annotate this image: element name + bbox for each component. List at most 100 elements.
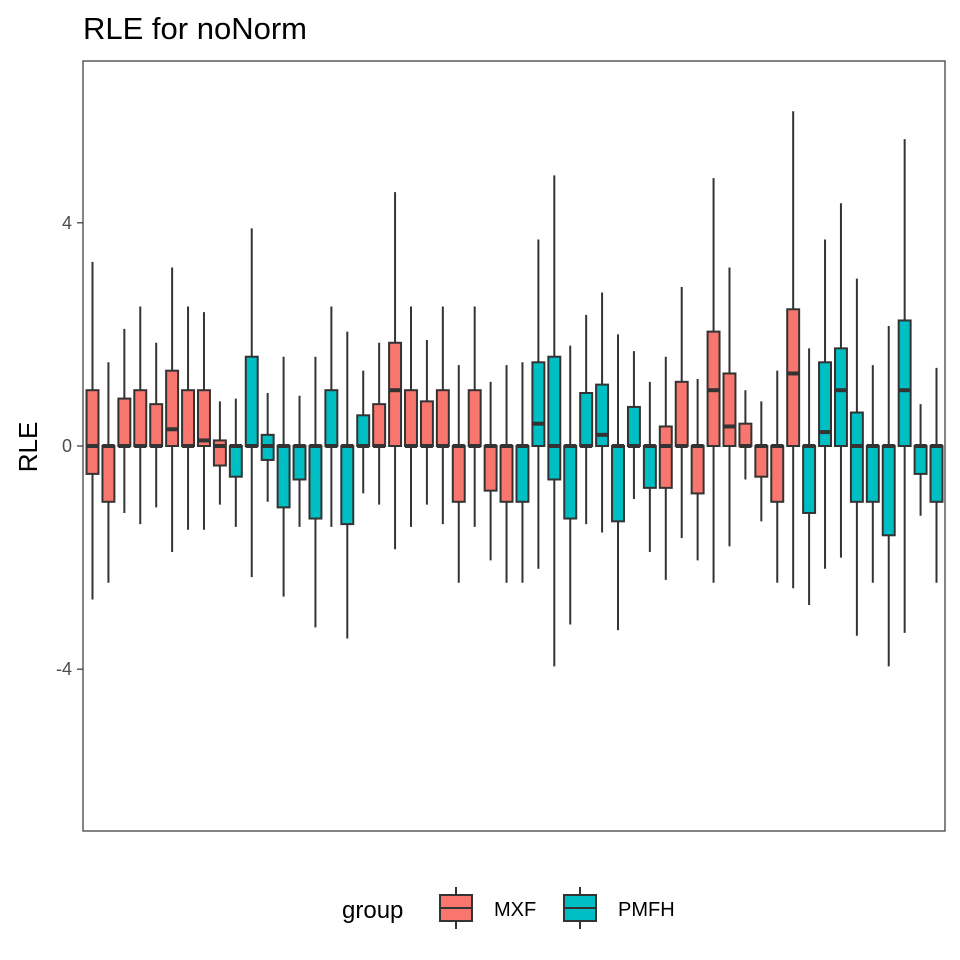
box-36-pmfh — [642, 381, 657, 553]
box-iqr — [165, 369, 180, 448]
legend-label: MXF — [494, 899, 536, 921]
box-45-mxf — [786, 111, 801, 589]
box-iqr — [929, 445, 944, 503]
box-21-mxf — [404, 306, 418, 527]
box-46-pmfh — [802, 348, 817, 606]
box-iqr — [515, 445, 530, 503]
box-19-mxf — [372, 342, 387, 505]
box-iqr — [913, 445, 928, 475]
box-iqr — [212, 439, 227, 467]
box-47-pmfh — [818, 239, 832, 569]
box-38-mxf — [674, 286, 689, 539]
box-iqr — [419, 400, 434, 447]
box-23-mxf — [435, 306, 450, 525]
box-13-pmfh — [276, 356, 291, 597]
box-20-mxf — [388, 192, 403, 550]
box-iqr — [897, 319, 912, 447]
box-51-pmfh — [881, 326, 896, 667]
legend-item-mxf: MXF — [439, 887, 536, 929]
box-iqr — [531, 361, 546, 448]
box-50-pmfh — [865, 365, 880, 583]
box-31-pmfh — [563, 345, 578, 625]
box-iqr — [642, 445, 657, 489]
box-14-pmfh — [292, 395, 307, 527]
legend-title: group — [342, 897, 403, 924]
box-42-mxf — [738, 390, 753, 480]
box-iqr — [563, 445, 578, 520]
box-iqr — [802, 445, 817, 514]
box-iqr — [483, 445, 498, 492]
box-17-pmfh — [340, 331, 355, 639]
box-iqr — [738, 422, 753, 447]
box-iqr — [658, 425, 673, 489]
box-iqr — [754, 445, 769, 478]
box-25-mxf — [467, 306, 482, 527]
box-iqr — [674, 380, 689, 448]
chart-title: RLE for noNorm — [83, 11, 307, 46]
box-iqr — [547, 355, 562, 481]
box-49-pmfh — [849, 278, 864, 636]
box-53-pmfh — [913, 404, 928, 516]
box-29-pmfh — [531, 239, 546, 569]
box-iqr — [786, 308, 801, 447]
box-8-mxf — [197, 312, 211, 530]
box-35-pmfh — [626, 351, 641, 500]
box-iqr — [228, 445, 243, 478]
box-15-pmfh — [308, 356, 323, 628]
y-axis-ticks: 4 0 -4 — [56, 213, 83, 679]
y-tick-label: -4 — [56, 659, 72, 679]
box-iqr — [117, 397, 132, 447]
box-iqr — [85, 389, 100, 475]
box-40-mxf — [706, 178, 721, 583]
box-iqr — [149, 403, 164, 447]
box-iqr — [467, 389, 482, 448]
box-3-mxf — [117, 328, 132, 513]
legend: group MXF PMFH — [342, 887, 675, 929]
y-tick-label: 0 — [62, 436, 72, 456]
box-12-pmfh — [260, 392, 275, 502]
legend-item-pmfh: PMFH — [563, 887, 675, 929]
box-iqr — [881, 445, 896, 537]
box-22-mxf — [419, 339, 434, 505]
box-iqr — [181, 389, 196, 448]
box-iqr — [244, 355, 259, 447]
box-iqr — [579, 391, 594, 448]
y-tick-label: 4 — [62, 213, 72, 233]
box-26-mxf — [483, 381, 498, 561]
box-iqr — [276, 445, 291, 509]
box-34-pmfh — [611, 334, 625, 631]
box-iqr — [308, 445, 323, 520]
box-iqr — [451, 445, 466, 503]
box-iqr — [818, 361, 832, 448]
box-iqr — [372, 403, 387, 447]
box-41-mxf — [722, 267, 737, 547]
box-iqr — [770, 445, 785, 503]
box-39-mxf — [690, 379, 705, 561]
box-iqr — [611, 445, 625, 523]
box-30-pmfh — [547, 175, 562, 667]
box-2-mxf — [101, 362, 116, 583]
box-10-pmfh — [228, 398, 243, 527]
box-33-pmfh — [595, 292, 610, 533]
box-iqr — [722, 372, 737, 448]
box-iqr — [101, 445, 116, 503]
box-28-pmfh — [515, 362, 530, 583]
box-iqr — [849, 411, 864, 503]
box-iqr — [340, 445, 355, 526]
box-iqr — [499, 445, 514, 503]
legend-entries: MXF PMFH — [439, 887, 675, 929]
box-54-pmfh — [929, 367, 944, 583]
box-iqr — [626, 405, 641, 447]
y-axis-title: RLE — [13, 422, 43, 473]
box-52-pmfh — [897, 139, 912, 633]
box-5-mxf — [149, 342, 164, 508]
box-iqr — [324, 389, 339, 448]
box-iqr — [690, 445, 705, 495]
boxes-layer — [85, 111, 944, 667]
box-iqr — [133, 389, 148, 448]
box-iqr — [404, 389, 418, 448]
box-iqr — [595, 383, 610, 448]
box-44-mxf — [770, 370, 785, 583]
box-24-mxf — [451, 365, 466, 583]
